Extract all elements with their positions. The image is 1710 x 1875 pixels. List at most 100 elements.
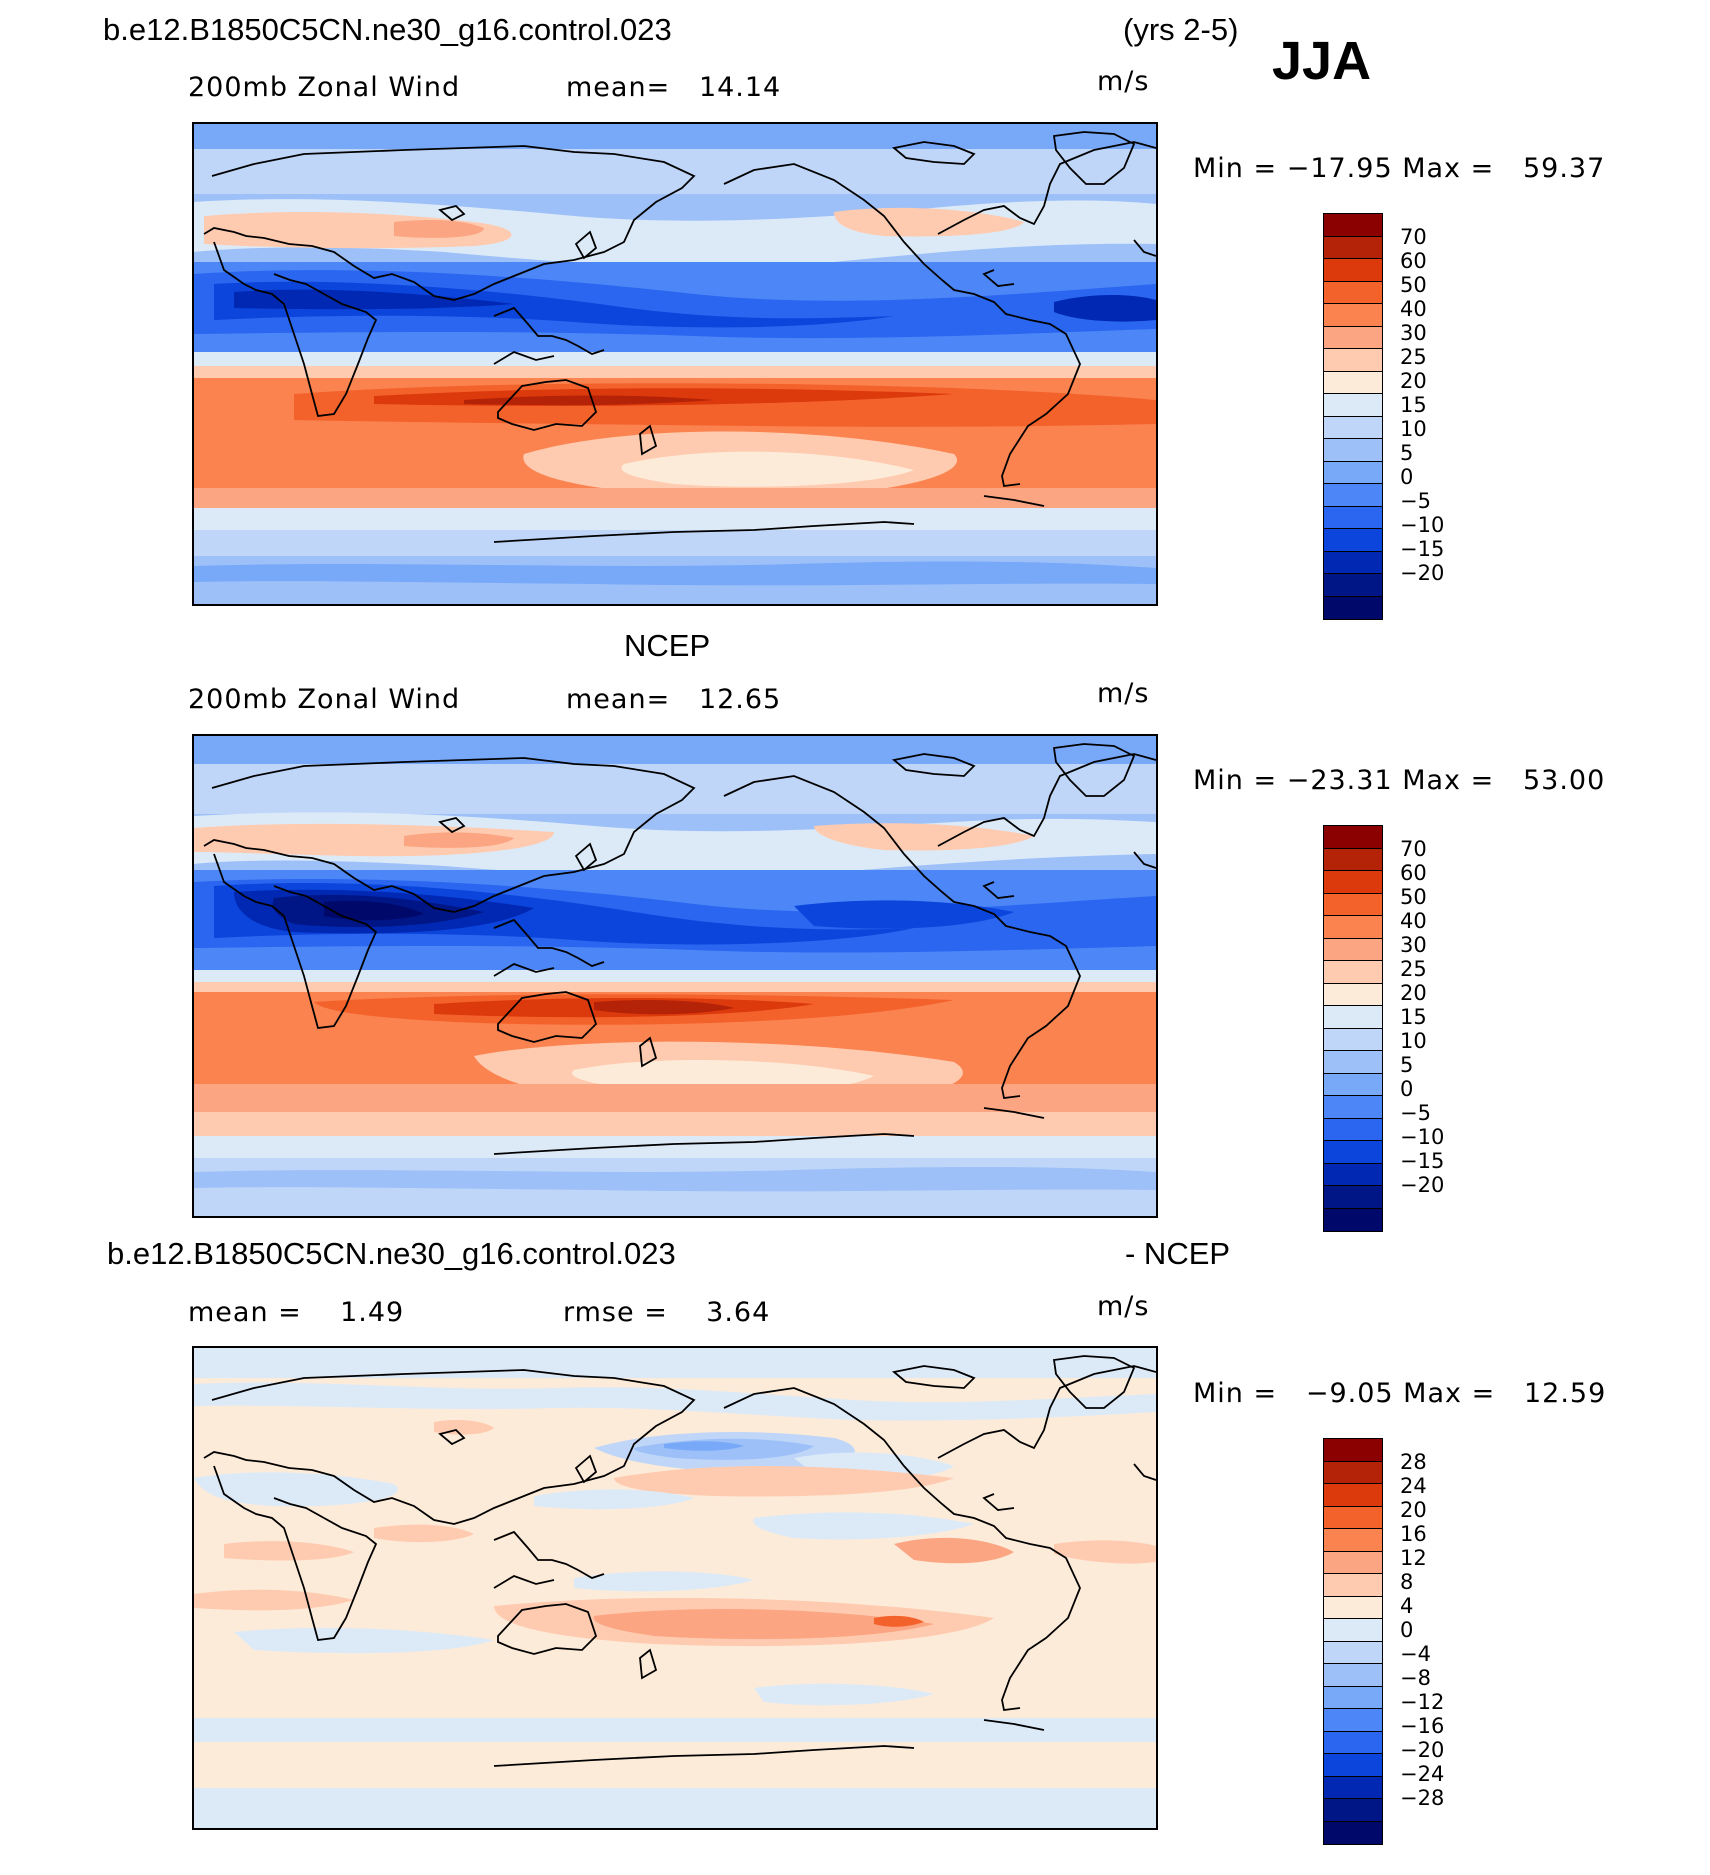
colorbar-tick-label: −28	[1400, 1786, 1445, 1810]
colorbar-tick-label: 0	[1400, 1618, 1414, 1642]
colorbar-swatch	[1324, 1506, 1382, 1529]
panel3-map	[192, 1346, 1158, 1830]
colorbar-tick-label: 25	[1400, 957, 1427, 981]
colorbar-tick-label: 30	[1400, 933, 1427, 957]
colorbar-tick-label: −5	[1400, 1101, 1431, 1125]
colorbar-tick-label: 15	[1400, 1005, 1427, 1029]
colorbar-swatch	[1324, 1551, 1382, 1574]
colorbar-tick-label: −12	[1400, 1690, 1445, 1714]
colorbar-tick-label: 4	[1400, 1594, 1414, 1618]
colorbar-swatch	[1324, 214, 1382, 237]
colorbar-tick-label: 20	[1400, 1498, 1427, 1522]
colorbar-swatch	[1324, 596, 1382, 619]
colorbar-tick-label: 70	[1400, 837, 1427, 861]
colorbar-tick-label: 24	[1400, 1474, 1427, 1498]
colorbar-swatch	[1324, 461, 1382, 484]
colorbar-swatch	[1324, 983, 1382, 1006]
panel3-section-suffix: - NCEP	[1125, 1236, 1231, 1271]
colorbar-tick-label: −24	[1400, 1762, 1445, 1786]
panel1-minmax: Min = −17.95 Max = 59.37	[1193, 153, 1606, 184]
panel1-map	[192, 122, 1158, 606]
colorbar-swatch	[1324, 1073, 1382, 1096]
colorbar-swatch	[1324, 893, 1382, 916]
panel2-field-label: 200mb Zonal Wind	[188, 684, 461, 715]
colorbar-tick-label: 60	[1400, 249, 1427, 273]
panel2-section-title: NCEP	[624, 628, 711, 663]
colorbar-swatch	[1324, 1776, 1382, 1799]
colorbar-tick-label: 5	[1400, 1053, 1414, 1077]
colorbar-swatch	[1324, 848, 1382, 871]
colorbar-tick-label: 0	[1400, 465, 1414, 489]
colorbar-tick-label: 5	[1400, 441, 1414, 465]
panel3-units: m/s	[1097, 1291, 1150, 1322]
colorbar-swatch	[1324, 349, 1382, 372]
colorbar-tick-label: 40	[1400, 297, 1427, 321]
colorbar-tick-label: 10	[1400, 1029, 1427, 1053]
colorbar-swatch	[1324, 506, 1382, 529]
colorbar-tick-label: 16	[1400, 1522, 1427, 1546]
colorbar-swatch	[1324, 236, 1382, 259]
colorbar-swatch	[1324, 826, 1382, 849]
colorbar-swatch	[1324, 1051, 1382, 1074]
colorbar-tick-label: −20	[1400, 1738, 1445, 1762]
colorbar-swatch	[1324, 304, 1382, 327]
colorbar-tick-label: −20	[1400, 1173, 1445, 1197]
colorbar-swatch	[1324, 1028, 1382, 1051]
panel2-map	[192, 734, 1158, 1218]
case-title: b.e12.B1850C5CN.ne30_g16.control.023	[103, 12, 672, 47]
colorbar-swatch	[1324, 281, 1382, 304]
colorbar-tick-label: 20	[1400, 981, 1427, 1005]
colorbar-swatch	[1324, 1596, 1382, 1619]
colorbar-swatch	[1324, 1006, 1382, 1029]
colorbar-swatch	[1324, 439, 1382, 462]
colorbar-tick-label: 70	[1400, 225, 1427, 249]
colorbar-swatch	[1324, 1529, 1382, 1552]
panel2-mean: mean= 12.65	[566, 684, 782, 715]
colorbar-swatch	[1324, 1641, 1382, 1664]
colorbar-swatch	[1324, 1686, 1382, 1709]
colorbar-swatch	[1324, 871, 1382, 894]
colorbar-tick-label: −16	[1400, 1714, 1445, 1738]
colorbar-swatch	[1324, 529, 1382, 552]
panel1-units: m/s	[1097, 66, 1150, 97]
colorbar-swatch	[1324, 961, 1382, 984]
panel3-rmse: rmse = 3.64	[563, 1297, 771, 1328]
colorbar-swatch	[1324, 1461, 1382, 1484]
colorbar-swatch	[1324, 1619, 1382, 1642]
colorbar-tick-label: 15	[1400, 393, 1427, 417]
colorbar-swatch	[1324, 1799, 1382, 1822]
panel2-colorbar-labels: 70 60 50 40 30 25 20 15 10 5 0 −5 −10 −15 −20	[1400, 837, 1444, 1197]
colorbar-swatch	[1324, 938, 1382, 961]
panel1-colorbar-labels: 70 60 50 40 30 25 20 15 10 5 0 −5 −10 −15 −20	[1400, 225, 1444, 585]
colorbar-swatch	[1324, 1574, 1382, 1597]
colorbar-swatch	[1324, 371, 1382, 394]
colorbar-swatch	[1324, 1664, 1382, 1687]
colorbar-tick-label: −10	[1400, 1125, 1445, 1149]
panel3-section-title: b.e12.B1850C5CN.ne30_g16.control.023	[107, 1236, 676, 1271]
colorbar-tick-label: 25	[1400, 345, 1427, 369]
colorbar-swatch	[1324, 1439, 1382, 1462]
colorbar-tick-label: 20	[1400, 369, 1427, 393]
colorbar-swatch	[1324, 394, 1382, 417]
colorbar-swatch	[1324, 484, 1382, 507]
panel2-units: m/s	[1097, 678, 1150, 709]
panel1-field-label: 200mb Zonal Wind	[188, 72, 461, 103]
colorbar-tick-label: 50	[1400, 885, 1427, 909]
colorbar-swatch	[1324, 1484, 1382, 1507]
panel3-colorbar	[1323, 1438, 1383, 1845]
colorbar-tick-label: −20	[1400, 561, 1445, 585]
colorbar-swatch	[1324, 1709, 1382, 1732]
colorbar-swatch	[1324, 574, 1382, 597]
colorbar-tick-label: 28	[1400, 1450, 1427, 1474]
colorbar-swatch	[1324, 1186, 1382, 1209]
colorbar-tick-label: 12	[1400, 1546, 1427, 1570]
colorbar-tick-label: 50	[1400, 273, 1427, 297]
colorbar-tick-label: −8	[1400, 1666, 1431, 1690]
colorbar-tick-label: 60	[1400, 861, 1427, 885]
colorbar-tick-label: −4	[1400, 1642, 1431, 1666]
colorbar-swatch	[1324, 1208, 1382, 1231]
colorbar-tick-label: −15	[1400, 537, 1445, 561]
colorbar-swatch	[1324, 1821, 1382, 1844]
colorbar-swatch	[1324, 1118, 1382, 1141]
colorbar-swatch	[1324, 259, 1382, 282]
